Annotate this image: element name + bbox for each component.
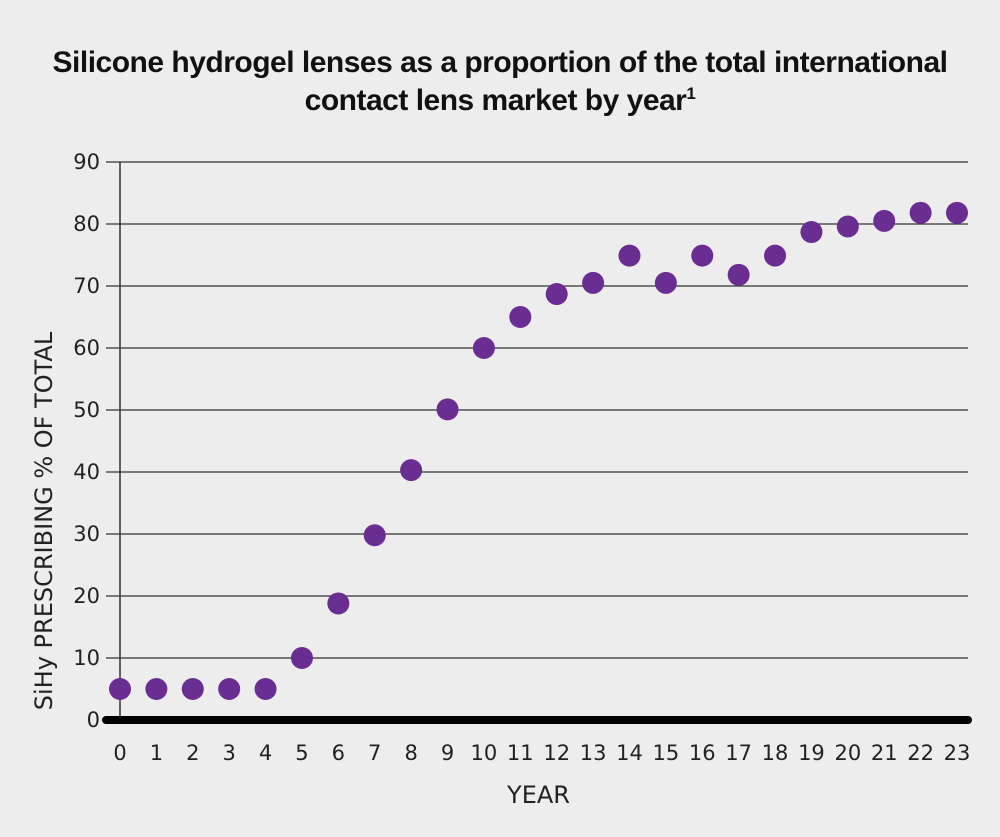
data-point [363, 524, 386, 547]
data-point [181, 678, 204, 700]
data-point [727, 263, 750, 286]
x-tick-label: 16 [689, 741, 716, 765]
x-tick-label: 11 [507, 741, 534, 765]
x-tick-label: 3 [222, 741, 235, 765]
x-tick-label: 22 [907, 741, 934, 765]
x-tick-label: 6 [332, 741, 345, 765]
x-axis-title: YEAR [506, 781, 570, 809]
data-point [254, 678, 277, 700]
y-axis-title: SiHy PRESCRIBING % OF TOTAL [30, 331, 58, 710]
data-point [472, 337, 495, 359]
x-tick-label: 9 [441, 741, 454, 765]
y-tick-label: 70 [73, 274, 100, 298]
x-tick-label: 20 [834, 741, 861, 765]
data-point [618, 244, 641, 267]
y-tick-label: 40 [73, 460, 100, 484]
data-point [545, 283, 568, 306]
y-tick-label: 90 [73, 150, 100, 174]
x-tick-label: 13 [580, 741, 607, 765]
x-tick-label: 21 [871, 741, 898, 765]
x-tick-label: 15 [653, 741, 680, 765]
data-point [946, 201, 968, 224]
data-point [654, 271, 677, 294]
chart-title: Silicone hydrogel lenses as a proportion… [0, 44, 1000, 120]
y-tick-label: 10 [73, 646, 100, 670]
y-tick-label: 0 [87, 708, 100, 732]
x-tick-label: 19 [798, 741, 825, 765]
chart-title-line-1: Silicone hydrogel lenses as a proportion… [52, 46, 948, 79]
x-tick-label: 1 [150, 741, 163, 765]
y-tick-label: 50 [73, 398, 100, 422]
y-tick-label: 20 [73, 584, 100, 608]
data-point [873, 209, 896, 232]
x-tick-label: 12 [543, 741, 570, 765]
data-point [509, 306, 532, 328]
y-tick-label: 80 [73, 212, 100, 236]
x-tick-label: 17 [725, 741, 752, 765]
data-point [327, 592, 350, 615]
x-tick-label: 5 [295, 741, 308, 765]
data-point [582, 271, 605, 294]
data-point [145, 678, 168, 700]
x-tick-label: 23 [944, 741, 971, 765]
chart-title-footnote: 1 [686, 84, 696, 103]
chart-title-line-2-text: contact lens market by year [304, 84, 687, 117]
x-tick-label: 10 [471, 741, 498, 765]
y-tick-label: 30 [73, 522, 100, 546]
x-tick-label: 14 [616, 741, 643, 765]
chart-title-line-2: contact lens market by year1 [0, 82, 1000, 120]
data-point [290, 647, 313, 669]
x-tick-label: 8 [404, 741, 417, 765]
data-point [109, 678, 131, 700]
x-tick-label: 0 [113, 741, 126, 765]
data-point [436, 398, 459, 421]
data-point [836, 215, 859, 238]
data-point [691, 244, 714, 267]
data-point [909, 201, 932, 224]
x-tick-label: 18 [762, 741, 789, 765]
x-tick-label: 7 [368, 741, 381, 765]
data-point [764, 244, 787, 267]
x-tick-label: 4 [259, 741, 272, 765]
x-tick-label: 2 [186, 741, 199, 765]
y-tick-label: 60 [73, 336, 100, 360]
data-point [218, 678, 241, 700]
data-point [800, 221, 823, 244]
data-point [400, 459, 423, 482]
